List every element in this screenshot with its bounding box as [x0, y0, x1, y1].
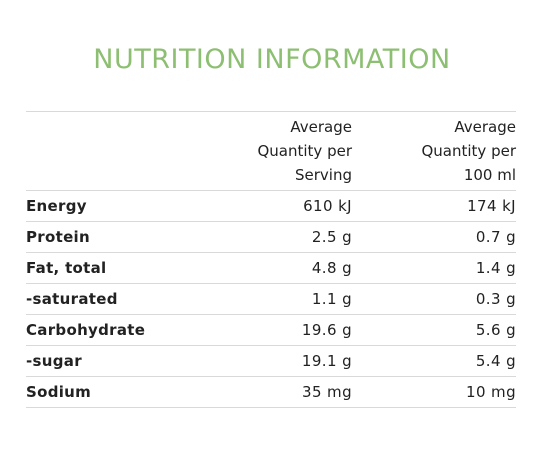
value-per-serving: 19.6 g: [222, 314, 352, 346]
table-row: Energy 610 kJ 174 kJ: [26, 190, 516, 222]
header-text: Average: [290, 118, 352, 136]
nutrient-name: Protein: [26, 221, 222, 253]
table-row: -saturated 1.1 g 0.3 g: [26, 283, 516, 315]
header-text: 100 ml: [463, 166, 516, 184]
header-text: Serving: [295, 166, 352, 184]
table-row: Protein 2.5 g 0.7 g: [26, 221, 516, 253]
value-per-100ml: 5.4 g: [352, 345, 516, 377]
header-per-100ml: Average Quantity per 100 ml: [352, 111, 516, 191]
nutrient-name: Sodium: [26, 376, 222, 408]
header-text: Quantity per: [257, 142, 352, 160]
value-per-100ml: 0.3 g: [352, 283, 516, 315]
header-text: Quantity per: [421, 142, 516, 160]
value-per-100ml: 1.4 g: [352, 252, 516, 284]
page-title: NUTRITION INFORMATION: [93, 44, 451, 75]
value-per-serving: 610 kJ: [222, 190, 352, 222]
header-text: Average: [454, 118, 516, 136]
table-header-row: Average Quantity per Serving Average Qua…: [26, 111, 516, 191]
value-per-100ml: 0.7 g: [352, 221, 516, 253]
value-per-serving: 19.1 g: [222, 345, 352, 377]
value-per-serving: 1.1 g: [222, 283, 352, 315]
value-per-100ml: 174 kJ: [352, 190, 516, 222]
nutrition-table: Average Quantity per Serving Average Qua…: [26, 111, 516, 408]
nutrient-name: Fat, total: [26, 252, 222, 284]
header-per-serving: Average Quantity per Serving: [222, 111, 352, 191]
table-row: Carbohydrate 19.6 g 5.6 g: [26, 314, 516, 346]
value-per-serving: 4.8 g: [222, 252, 352, 284]
nutrient-name: Energy: [26, 190, 222, 222]
value-per-serving: 35 mg: [222, 376, 352, 408]
table-row: -sugar 19.1 g 5.4 g: [26, 345, 516, 377]
table-row: Sodium 35 mg 10 mg: [26, 376, 516, 408]
header-nutrient-column: [26, 111, 222, 191]
value-per-100ml: 5.6 g: [352, 314, 516, 346]
value-per-serving: 2.5 g: [222, 221, 352, 253]
value-per-100ml: 10 mg: [352, 376, 516, 408]
table-row: Fat, total 4.8 g 1.4 g: [26, 252, 516, 284]
nutrient-name: -saturated: [26, 283, 222, 315]
nutrient-name: -sugar: [26, 345, 222, 377]
nutrient-name: Carbohydrate: [26, 314, 222, 346]
